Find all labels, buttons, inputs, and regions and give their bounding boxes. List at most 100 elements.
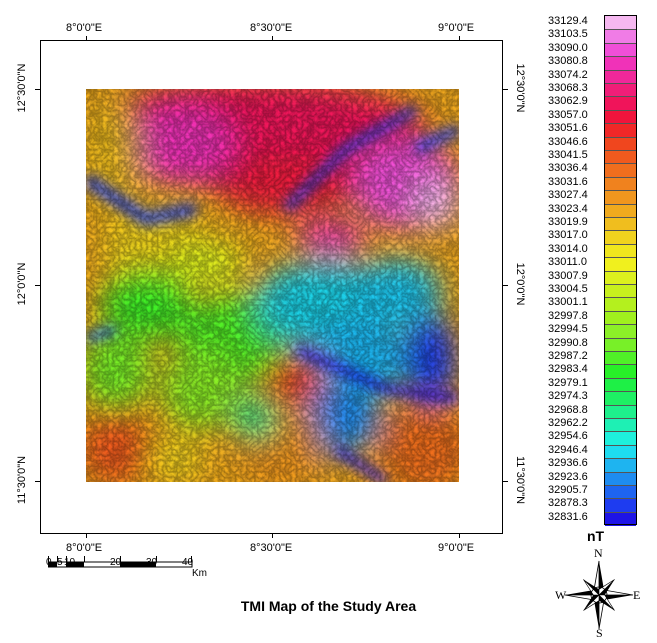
scale-tick-label: 5	[57, 557, 63, 568]
top-lon-label: 8°0'0"E	[66, 22, 103, 34]
map-title: TMI Map of the Study Area	[240, 598, 417, 614]
legend-value-label: 33001.1	[548, 296, 588, 309]
legend-value-label: 33017.0	[548, 229, 588, 242]
legend-value-label: 32936.6	[548, 457, 588, 470]
bottom-lon-label: 9°0'0"E	[438, 542, 475, 554]
scale-tick-label: 30	[146, 557, 158, 568]
compass-s-label: S	[596, 626, 603, 640]
legend-color-swatch	[605, 444, 636, 459]
legend-color-swatch	[605, 243, 636, 258]
compass-e-label: E	[633, 588, 641, 602]
legend-unit: nT	[587, 528, 605, 544]
legend-color-swatch	[605, 96, 636, 111]
legend-value-label: 33080.8	[548, 55, 588, 68]
tick-mark	[459, 36, 460, 41]
legend-value-label: 33027.4	[548, 189, 588, 202]
legend-value-label: 33011.0	[548, 256, 587, 269]
legend-value-label: 33041.5	[548, 149, 588, 161]
legend-value-label: 33103.5	[548, 28, 588, 41]
right-lat-label: 12°0'0"N	[514, 262, 526, 306]
legend-color-swatch	[605, 284, 636, 298]
bottom-lon-label: 8°30'0"E	[250, 542, 293, 554]
legend-color-swatch	[605, 270, 636, 285]
legend-value-label: 33036.4	[548, 162, 588, 175]
top-lon-label: 8°30'0"E	[250, 22, 293, 34]
compass-rose-icon	[564, 560, 634, 630]
legend-color-swatch	[605, 136, 636, 151]
tick-mark	[272, 36, 273, 41]
legend-value-label: 32905.7	[548, 484, 588, 496]
legend-value-label: 32990.8	[548, 336, 588, 349]
legend-value-label: 32954.6	[548, 430, 588, 443]
legend-value-label: 33014.0	[548, 242, 588, 255]
legend-color-swatch	[605, 485, 636, 499]
bottom-lon-label: 8°0'0"E	[66, 542, 103, 554]
tick-mark	[503, 481, 508, 482]
legend-color-swatch	[605, 257, 636, 272]
tick-mark	[86, 36, 87, 41]
legend-value-label: 32923.6	[548, 470, 588, 483]
legend-value-label: 32878.3	[548, 497, 588, 510]
legend-value-label: 32979.1	[548, 376, 588, 389]
legend-color-swatch	[605, 29, 636, 44]
legend-color-swatch	[605, 163, 636, 178]
legend-color-swatch	[605, 351, 636, 365]
legend-value-label: 32997.8	[548, 309, 588, 322]
legend-value-label: 32831.6	[548, 510, 588, 523]
legend-color-swatch	[605, 337, 636, 352]
legend-value-label: 33023.4	[548, 202, 588, 215]
left-lat-label: 12°0'0"N	[16, 262, 28, 306]
legend-color-swatch	[605, 56, 636, 71]
legend-color-swatch	[605, 150, 636, 164]
legend-value-label: 33004.5	[548, 283, 588, 295]
legend-value-label: 33019.9	[548, 216, 588, 228]
legend-color-swatch	[605, 471, 636, 486]
legend-value-label: 32994.5	[548, 323, 588, 336]
legend-value-label: 33062.9	[548, 95, 588, 108]
legend-value-label: 33057.0	[548, 108, 588, 121]
legend-value-label: 33074.2	[548, 68, 588, 81]
legend-color-swatch	[605, 230, 636, 245]
legend-color-swatch	[605, 203, 636, 218]
legend-color-swatch	[605, 498, 636, 513]
legend-color-swatch	[605, 431, 636, 446]
legend-color-swatch	[605, 391, 636, 406]
compass-n-label: N	[594, 546, 603, 560]
legend-value-label: 32974.3	[548, 390, 588, 403]
tick-mark	[503, 89, 508, 90]
legend-value-label: 32946.4	[548, 443, 588, 456]
tick-mark	[86, 533, 87, 538]
legend-color-swatch	[605, 83, 636, 97]
legend-color-swatch	[605, 123, 636, 138]
legend-color-swatch	[605, 297, 636, 312]
legend-color-swatch	[605, 324, 636, 339]
tick-mark	[35, 481, 40, 482]
legend-value-label: 33031.6	[548, 175, 588, 188]
legend-value-label: 33129.4	[548, 15, 588, 27]
compass-w-label: W	[555, 588, 567, 602]
tick-mark	[459, 533, 460, 538]
legend-color-swatch	[605, 109, 636, 124]
right-lat-label: 11°30'0"N	[514, 455, 526, 505]
legend-value-label: 32983.4	[548, 363, 588, 376]
legend-color-swatch	[605, 42, 636, 57]
scale-tick-label: 40	[182, 557, 194, 568]
left-lat-label: 12°30'0"N	[16, 63, 28, 113]
tick-mark	[503, 285, 508, 286]
legend-color-bar-border	[604, 15, 637, 525]
legend-value-label: 33068.3	[548, 82, 588, 94]
tick-mark	[35, 89, 40, 90]
legend-color-swatch	[605, 377, 636, 392]
scale-unit-label: Km	[192, 568, 207, 579]
legend-color-swatch	[605, 16, 636, 30]
legend-color-swatch	[605, 364, 636, 379]
scale-bar	[48, 556, 193, 568]
legend-color-swatch	[605, 404, 636, 419]
scale-tick-label: 10	[64, 557, 76, 568]
right-lat-label: 12°30'0"N	[514, 63, 526, 113]
tick-mark	[35, 285, 40, 286]
legend-color-swatch	[605, 458, 636, 473]
legend-value-label: 33090.0	[548, 41, 588, 54]
legend-color-swatch	[605, 176, 636, 191]
legend-color-swatch	[605, 310, 636, 325]
